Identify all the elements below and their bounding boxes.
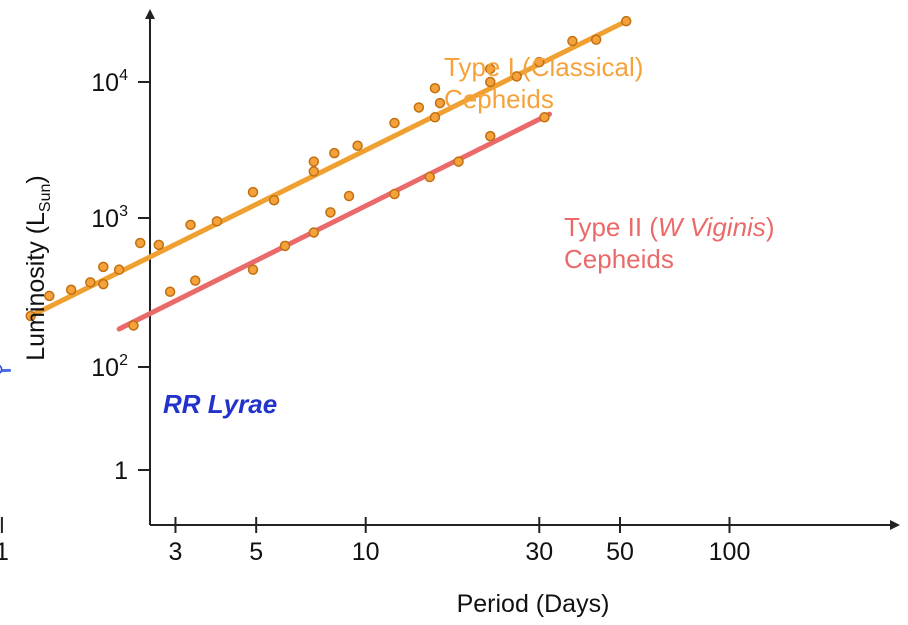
point-type-i-classical-cepheids-24 bbox=[511, 71, 522, 82]
point-type-i-classical-cepheids-27 bbox=[590, 34, 602, 45]
y-tick-label-1: 1 bbox=[114, 457, 128, 485]
series-label-type-ii-w-viginis-cepheids: Type II (W Viginis) Cepheids bbox=[564, 212, 774, 274]
point-type-ii-w-viginis-cepheids-11 bbox=[485, 130, 496, 142]
point-type-i-classical-cepheids-23 bbox=[485, 76, 496, 88]
point-type-ii-w-viginis-cepheids-7 bbox=[343, 190, 355, 202]
point-type-i-classical-cepheids-3 bbox=[85, 277, 96, 288]
y-axis-title-main: Luminosity (L bbox=[22, 212, 50, 361]
point-type-ii-w-viginis-cepheids-0 bbox=[128, 320, 139, 331]
point-type-i-classical-cepheids-21 bbox=[434, 97, 446, 109]
point-type-ii-w-viginis-cepheids-5 bbox=[308, 227, 320, 238]
point-type-i-classical-cepheids-18 bbox=[413, 102, 425, 113]
point-type-i-classical-cepheids-16 bbox=[352, 140, 363, 151]
point-type-i-classical-cepheids-25 bbox=[534, 56, 545, 68]
point-type-i-classical-cepheids-8 bbox=[153, 239, 165, 251]
point-type-i-classical-cepheids-12 bbox=[268, 195, 280, 206]
point-type-ii-w-viginis-cepheids-8 bbox=[389, 188, 400, 200]
point-type-i-classical-cepheids-17 bbox=[389, 117, 400, 129]
point-type-i-classical-cepheids-28 bbox=[620, 15, 632, 27]
series-label-type-i-classical-cepheids: Type I (Classical) Cepheids bbox=[444, 52, 643, 114]
point-type-ii-w-viginis-cepheids-4 bbox=[279, 240, 291, 252]
point-type-i-classical-cepheids-7 bbox=[134, 237, 146, 249]
point-type-i-classical-cepheids-22 bbox=[485, 63, 496, 75]
x-tick-label-3: 3 bbox=[169, 538, 183, 566]
point-type-i-classical-cepheids-6 bbox=[113, 264, 125, 275]
series-label-rr-lyrae: RR Lyrae bbox=[163, 389, 277, 419]
point-type-i-classical-cepheids-1 bbox=[44, 290, 55, 302]
point-type-i-classical-cepheids-0 bbox=[25, 310, 36, 322]
x-tick-label-100: 100 bbox=[709, 538, 751, 566]
point-type-ii-w-viginis-cepheids-10 bbox=[453, 156, 464, 167]
point-type-ii-w-viginis-cepheids-3 bbox=[247, 264, 259, 275]
point-type-i-classical-cepheids-10 bbox=[211, 216, 223, 227]
point-type-i-classical-cepheids-13 bbox=[308, 156, 320, 167]
y-tick-label-10000: 104 bbox=[91, 67, 128, 97]
series-annotations: Type I (Classical) Cepheids Type II (W Vig… bbox=[163, 52, 774, 419]
x-tick-label-1: 1 bbox=[0, 538, 9, 566]
point-type-ii-w-viginis-cepheids-1 bbox=[164, 286, 176, 297]
fit-line-type-i-classical-cepheids bbox=[28, 18, 629, 319]
point-type-ii-w-viginis-cepheids-6 bbox=[325, 207, 336, 218]
point-type-ii-w-viginis-cepheids-2 bbox=[190, 275, 201, 286]
x-tick-label-50: 50 bbox=[606, 538, 634, 566]
x-ticks: 0.5135103050100 bbox=[0, 517, 750, 566]
y-axis-title-close: ) bbox=[22, 175, 50, 183]
point-type-ii-w-viginis-cepheids-12 bbox=[539, 112, 550, 123]
point-type-i-classical-cepheids-2 bbox=[65, 284, 77, 295]
y-tick-label-1000: 103 bbox=[91, 203, 128, 233]
data-points bbox=[0, 15, 632, 374]
point-type-i-classical-cepheids-11 bbox=[247, 186, 259, 198]
x-tick-label-30: 30 bbox=[525, 538, 553, 566]
y-tick-label-100: 102 bbox=[91, 352, 128, 382]
point-type-i-classical-cepheids-5 bbox=[98, 261, 109, 273]
point-rr-lyrae-9 bbox=[0, 364, 3, 374]
y-axis-title: Luminosity (LSun) bbox=[22, 175, 54, 360]
x-axis-title: Period (Days) bbox=[457, 590, 610, 618]
x-tick-label-5: 5 bbox=[249, 538, 263, 566]
point-type-i-classical-cepheids-26 bbox=[567, 35, 578, 47]
y-axis-title-subscript: Sun bbox=[37, 184, 54, 212]
fit-line-type-ii-w-viginis-cepheids bbox=[116, 111, 552, 332]
point-type-ii-w-viginis-cepheids-9 bbox=[424, 171, 436, 183]
point-type-i-classical-cepheids-15 bbox=[329, 147, 340, 159]
y-ticks: 1 102 103 104 bbox=[91, 67, 150, 485]
point-type-i-classical-cepheids-4 bbox=[98, 278, 109, 290]
point-type-i-classical-cepheids-14 bbox=[308, 166, 320, 177]
point-type-i-classical-cepheids-20 bbox=[429, 112, 441, 123]
x-tick-label-10: 10 bbox=[352, 538, 380, 566]
fit-lines bbox=[0, 18, 629, 373]
axes bbox=[145, 9, 900, 530]
point-type-i-classical-cepheids-9 bbox=[185, 219, 196, 231]
point-type-i-classical-cepheids-19 bbox=[429, 82, 441, 94]
